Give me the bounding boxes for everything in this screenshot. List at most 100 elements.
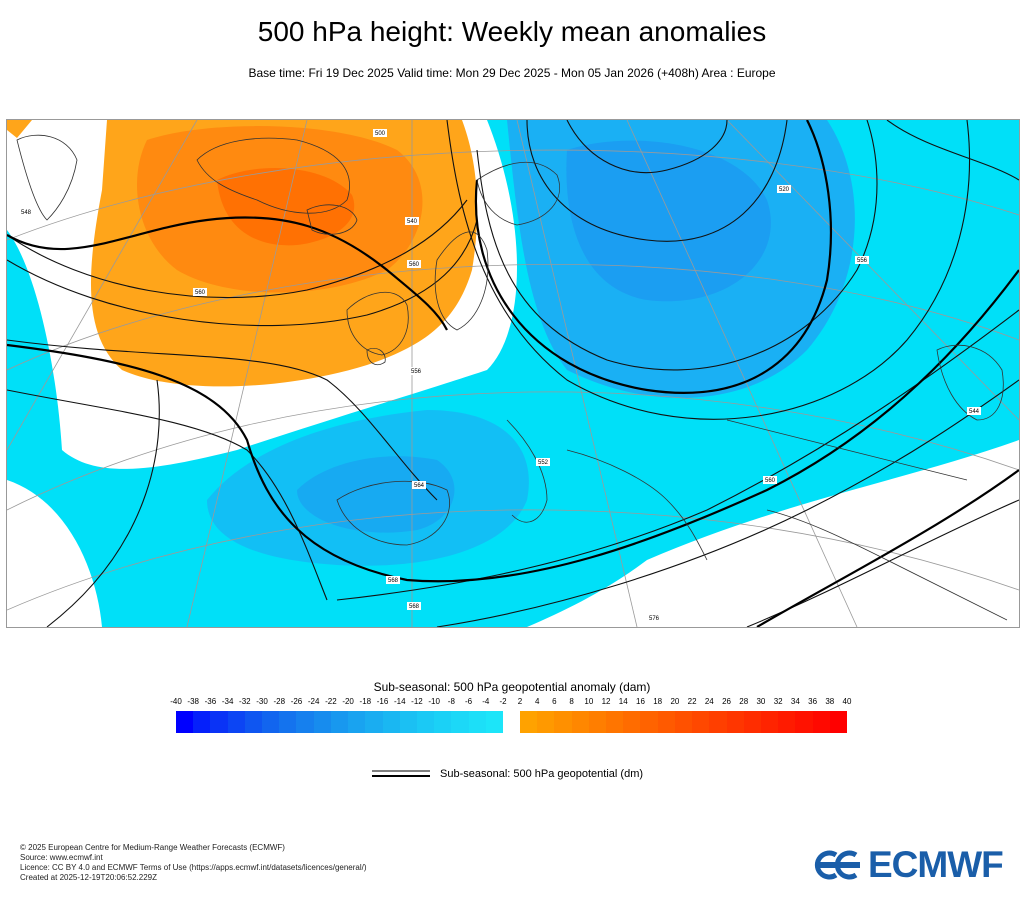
- colorbar-swatch: [795, 711, 814, 733]
- colorbar-tick-label: 40: [842, 697, 852, 706]
- colorbar-swatch: [348, 711, 366, 733]
- colorbar-swatch: [829, 711, 848, 733]
- colorbar-tick-label: 34: [790, 697, 800, 706]
- footer-licence: Licence: CC BY 4.0 and ECMWF Terms of Us…: [20, 863, 367, 872]
- colorbar-tick-label: -26: [290, 697, 303, 706]
- contour-label: 552: [538, 460, 549, 466]
- colorbar-tick-label: 30: [756, 697, 766, 706]
- colorbar-tick-label: -2: [499, 697, 507, 706]
- colorbar-tick-label: 6: [552, 697, 557, 706]
- colorbar-swatch: [193, 711, 211, 733]
- colorbar-tick-label: -24: [307, 697, 320, 706]
- contour-label: 500: [375, 131, 386, 137]
- contour-label: 544: [969, 409, 980, 415]
- colorbar-swatch: [434, 711, 452, 733]
- colorbar-swatch: [416, 711, 435, 733]
- contour-label: 556: [857, 258, 868, 264]
- contour-label: 560: [195, 290, 206, 296]
- colorbar-tick-label: 10: [584, 697, 594, 706]
- colorbar-swatch: [279, 711, 297, 733]
- contour-label: 568: [388, 578, 399, 584]
- colorbar-negative: [176, 711, 504, 733]
- colorbar-swatch: [606, 711, 624, 733]
- contour-label: 560: [409, 262, 420, 268]
- colorbar-tick-label: -36: [204, 697, 217, 706]
- ecmwf-logo-icon: [814, 850, 860, 880]
- colorbar-swatch: [227, 711, 246, 733]
- colorbar-tick-label: -6: [465, 697, 473, 706]
- colorbar-swatch: [210, 711, 229, 733]
- contour-label: 556: [411, 369, 422, 375]
- colorbar-swatch: [554, 711, 573, 733]
- colorbar-tick-label: 2: [517, 697, 523, 706]
- colorbar-tick-label: -20: [342, 697, 354, 706]
- colorbar-tick-label: 8: [569, 697, 574, 706]
- negative-anomaly-region-mid: [207, 410, 529, 566]
- footer: © 2025 European Centre for Medium-Range …: [20, 843, 367, 883]
- geopotential-contours: [7, 120, 1019, 627]
- map-subtitle: Base time: Fri 19 Dec 2025 Valid time: M…: [248, 66, 776, 80]
- colorbar-tick-label: -32: [239, 697, 251, 706]
- positive-anomaly-core: [217, 168, 355, 246]
- colorbar-tick-label: -12: [411, 697, 423, 706]
- colorbar-swatch: [571, 711, 590, 733]
- colorbar-tick-label: -22: [325, 697, 337, 706]
- colorbar-tick-label: -34: [221, 697, 234, 706]
- contour-label: 568: [409, 604, 420, 610]
- colorbar-swatch: [468, 711, 487, 733]
- footer-source: Source: www.ecmwf.int: [20, 853, 103, 862]
- colorbar-swatch: [674, 711, 693, 733]
- colorbar-swatch: [623, 711, 641, 733]
- contour-label: 520: [779, 187, 790, 193]
- contour-label: 548: [21, 210, 32, 216]
- colorbar-swatch: [296, 711, 315, 733]
- footer-copyright: © 2025 European Centre for Medium-Range …: [20, 843, 285, 852]
- colorbar-swatch: [640, 711, 659, 733]
- colorbar-tick-label: -8: [447, 697, 455, 706]
- ecmwf-logo-text: ECMWF: [868, 844, 1004, 885]
- colorbar-tick-label: -30: [256, 697, 268, 706]
- ecmwf-logo: ECMWF: [814, 844, 1004, 885]
- colorbar-tick-label: 24: [704, 697, 714, 706]
- colorbar-swatch: [451, 711, 470, 733]
- colorbar-swatch: [709, 711, 728, 733]
- colorbar-tick-label: -28: [273, 697, 286, 706]
- colorbar-swatch: [382, 711, 401, 733]
- colorbar-tick-label: 4: [534, 697, 540, 706]
- legend-label: Sub-seasonal: 500 hPa geopotential (dm): [440, 768, 644, 780]
- contour-label-group: 500 540 560 560 556 564 568 552 560 568 …: [19, 129, 981, 622]
- colorbar-tick-label: -16: [376, 697, 389, 706]
- colorbar-tick-label: 22: [687, 697, 697, 706]
- colorbar-swatch: [313, 711, 332, 733]
- colorbar-swatch: [485, 711, 504, 733]
- colorbar-tick-label: 28: [739, 697, 749, 706]
- colorbar-swatch: [778, 711, 796, 733]
- colorbar-swatch: [262, 711, 280, 733]
- contour-label: 564: [414, 483, 425, 489]
- colorbar-swatch: [537, 711, 555, 733]
- colorbar-tick-label: -40: [170, 697, 182, 706]
- colorbar-tick-label: -4: [482, 697, 490, 706]
- colorbar-tick-label: 26: [722, 697, 731, 706]
- colorbar-swatch: [588, 711, 607, 733]
- colorbar-tick-label: 16: [636, 697, 645, 706]
- colorbar-swatch: [330, 711, 349, 733]
- colorbar-tick-label: 14: [618, 697, 628, 706]
- colorbar-tick-label: -14: [393, 697, 406, 706]
- negative-anomaly-core: [566, 140, 771, 302]
- contour-label: 560: [765, 478, 776, 484]
- colorbar-swatch: [176, 711, 194, 733]
- colorbar-swatch: [520, 711, 538, 733]
- map-title: 500 hPa height: Weekly mean anomalies: [257, 16, 767, 47]
- colorbar-tick-label: 20: [670, 697, 680, 706]
- colorbar-swatch: [365, 711, 384, 733]
- colorbar-swatch: [812, 711, 831, 733]
- colorbar-swatch: [692, 711, 710, 733]
- colorbar-title: Sub-seasonal: 500 hPa geopotential anoma…: [373, 680, 651, 694]
- colorbar-swatch: [399, 711, 418, 733]
- footer-created: Created at 2025-12-19T20:06:52.229Z: [20, 873, 157, 882]
- coastlines: [16, 134, 1008, 621]
- colorbar-tick-label: 36: [808, 697, 818, 706]
- anomaly-map: 500 540 560 560 556 564 568 552 560 568 …: [6, 119, 1020, 628]
- geopotential-contours-bold: [7, 120, 1019, 627]
